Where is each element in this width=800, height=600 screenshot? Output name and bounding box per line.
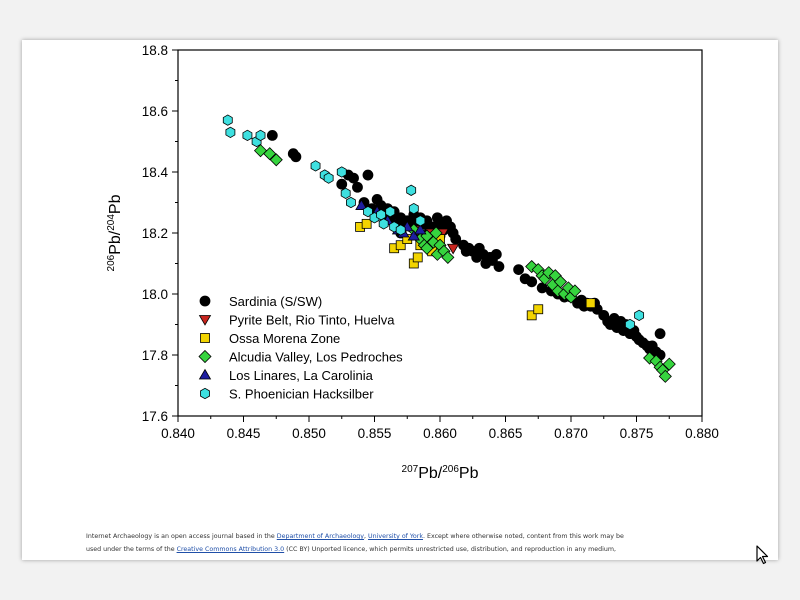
footer-line-2: used under the terms of the Creative Com…: [86, 543, 736, 556]
data-point: [242, 129, 253, 142]
data-point: [658, 369, 672, 383]
series-2: [355, 218, 596, 321]
footer-text: Internet Archaeology is an open access j…: [86, 533, 277, 540]
data-point: [266, 130, 278, 141]
y-tick-label: 17.6: [142, 409, 168, 424]
data-point: [376, 209, 386, 221]
data-point: [361, 218, 372, 229]
legend-label: Pyrite Belt, Rio Tinto, Huelva: [229, 313, 395, 328]
data-point: [585, 298, 596, 309]
data-point: [310, 160, 321, 172]
document-page: 0.840 0.845 0.850 0.855 0.860 0.865 0.870 0.875…: [22, 40, 778, 560]
legend-label: S. Phoenician Hacksilber: [229, 387, 374, 402]
data-point: [269, 153, 283, 167]
footer-text: (CC BY) Unported licence, which permits …: [284, 546, 616, 553]
y-tick-label: 18.2: [142, 226, 168, 241]
footer-line-1: Internet Archaeology is an open access j…: [86, 530, 736, 543]
data-point: [395, 240, 406, 251]
legend-marker: [198, 315, 212, 326]
footer-license-text: Internet Archaeology is an open access j…: [86, 530, 736, 556]
data-point: [222, 114, 233, 126]
legend-marker: [198, 368, 212, 380]
data-point: [654, 328, 666, 340]
x-tick-label: 0.875: [620, 426, 654, 441]
data-point: [553, 275, 568, 289]
data-point: [290, 151, 302, 163]
data-point: [441, 250, 455, 264]
data-point: [385, 205, 396, 218]
legend-label: Alcudia Valley, Los Pedroches: [229, 350, 403, 365]
footer-text: . Except where otherwise noted, content …: [422, 533, 624, 540]
legend-label: Sardinia (S/SW): [229, 294, 322, 309]
data-point: [355, 199, 368, 210]
data-point: [348, 172, 359, 184]
data-point: [412, 252, 423, 263]
data-point: [263, 147, 277, 161]
scatter-chart: 0.840 0.845 0.850 0.855 0.860 0.865 0.870 0.875…: [106, 43, 719, 482]
data-point: [493, 261, 505, 272]
x-tick-label: 0.880: [685, 426, 719, 441]
data-point: [420, 241, 434, 255]
x-tick-label: 0.845: [227, 426, 261, 441]
y-tick-label: 17.8: [142, 348, 168, 363]
data-point: [336, 178, 348, 190]
data-point: [352, 181, 363, 193]
series-5: [222, 114, 645, 331]
legend-marker: [200, 333, 210, 343]
x-tick-label: 0.850: [292, 426, 326, 441]
y-axis-title: 206Pb/204Pb: [106, 194, 124, 271]
x-tick-label: 0.870: [554, 426, 588, 441]
data-point: [255, 129, 266, 142]
data-point: [446, 243, 460, 255]
data-point: [407, 229, 420, 241]
data-point: [568, 284, 582, 298]
data-point: [408, 202, 419, 215]
data-point: [323, 172, 334, 184]
footer-separator: ,: [364, 533, 369, 540]
license-link[interactable]: Creative Commons Attribution 3.0: [176, 546, 285, 553]
data-point: [486, 251, 498, 263]
university-link[interactable]: University of York: [368, 533, 423, 540]
y-tick-label: 18.6: [142, 104, 168, 119]
legend-marker: [200, 387, 210, 400]
data-point: [225, 126, 236, 139]
data-point: [336, 166, 347, 178]
data-point: [395, 224, 406, 236]
data-point: [526, 276, 538, 288]
mouse-pointer-icon: [756, 545, 769, 565]
data-point: [429, 226, 443, 240]
x-axis-title: 207Pb/206Pb: [402, 464, 479, 482]
data-point: [346, 196, 356, 209]
legend-label: Los Linares, La Carolinia: [229, 368, 374, 383]
data-point: [406, 184, 417, 196]
data-point: [340, 187, 351, 200]
y-tick-label: 18.8: [142, 43, 168, 58]
data-point: [513, 264, 525, 276]
data-point: [363, 205, 373, 218]
data-point: [634, 309, 645, 322]
data-point: [662, 357, 676, 371]
x-tick-label: 0.860: [423, 426, 457, 441]
footer-text: used under the terms of the: [86, 546, 177, 553]
x-tick-label: 0.865: [489, 426, 523, 441]
legend-marker: [199, 295, 211, 307]
data-point: [415, 215, 426, 227]
data-point: [526, 310, 537, 321]
data-point: [460, 245, 472, 257]
x-tick-label: 0.840: [161, 426, 195, 441]
department-link[interactable]: Department of Archaeology: [276, 533, 365, 540]
data-point: [378, 218, 389, 230]
series-3: [253, 144, 676, 383]
y-tick-label: 18.4: [142, 165, 169, 180]
data-point: [625, 318, 635, 331]
data-point: [533, 304, 544, 315]
data-point: [362, 169, 374, 181]
legend-label: Ossa Morena Zone: [229, 331, 340, 346]
chart-legend: Sardinia (S/SW) Pyrite Belt, Rio Tinto, H…: [198, 294, 403, 402]
y-tick-label: 18.0: [142, 287, 168, 302]
legend-marker: [198, 349, 212, 364]
x-tick-label: 0.855: [358, 426, 392, 441]
data-point: [414, 223, 427, 235]
